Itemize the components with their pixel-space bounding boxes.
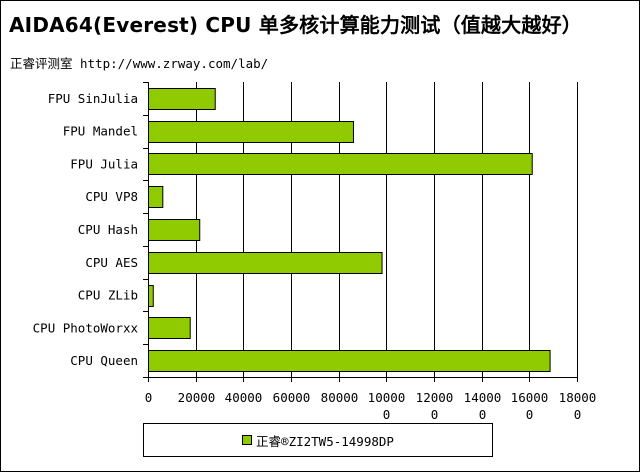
legend-swatch xyxy=(242,435,253,445)
bar xyxy=(148,252,383,274)
x-tick-label: 18000 xyxy=(559,390,597,405)
x-tick-label: 0 xyxy=(479,407,487,422)
bar xyxy=(148,153,533,175)
x-tick-label: 40000 xyxy=(225,390,263,405)
legend-label: 正睿®ZI2TW5-14998DP xyxy=(256,433,394,449)
category-label: CPU PhotoWorxx xyxy=(33,320,139,335)
x-tick-label: 60000 xyxy=(273,390,311,405)
bar xyxy=(148,317,191,339)
x-tick-label: 0 xyxy=(526,407,534,422)
legend: 正睿®ZI2TW5-14998DP xyxy=(143,423,493,457)
x-tick-label: 20000 xyxy=(178,390,216,405)
category-label: CPU Hash xyxy=(78,222,138,237)
bar xyxy=(148,285,154,307)
x-tick-label: 0 xyxy=(431,407,439,422)
category-label: FPU Julia xyxy=(70,156,138,171)
x-tick-label: 16000 xyxy=(511,390,549,405)
category-label: CPU Queen xyxy=(70,353,138,368)
category-label: CPU ZLib xyxy=(78,288,138,303)
x-tick-label: 14000 xyxy=(464,390,502,405)
x-tick-label: 0 xyxy=(574,407,582,422)
category-label: CPU VP8 xyxy=(85,189,138,204)
x-tick-label: 0 xyxy=(383,407,391,422)
category-label: CPU AES xyxy=(85,255,138,270)
x-tick-label: 12000 xyxy=(416,390,454,405)
category-label: FPU Mandel xyxy=(63,124,138,139)
bar xyxy=(148,121,354,143)
x-tick-label: 10000 xyxy=(368,390,406,405)
x-tick-label: 0 xyxy=(145,390,153,405)
chart-title: AIDA64(Everest) CPU 单多核计算能力测试（值越大越好） xyxy=(9,13,582,37)
bar xyxy=(148,219,201,241)
bar xyxy=(148,88,216,110)
x-tick-label: 80000 xyxy=(321,390,359,405)
chart-subtitle: 正睿评测室 http://www.zrway.com/lab/ xyxy=(10,56,269,71)
category-label: FPU SinJulia xyxy=(48,91,138,106)
bar xyxy=(148,186,164,208)
bar xyxy=(148,350,551,372)
